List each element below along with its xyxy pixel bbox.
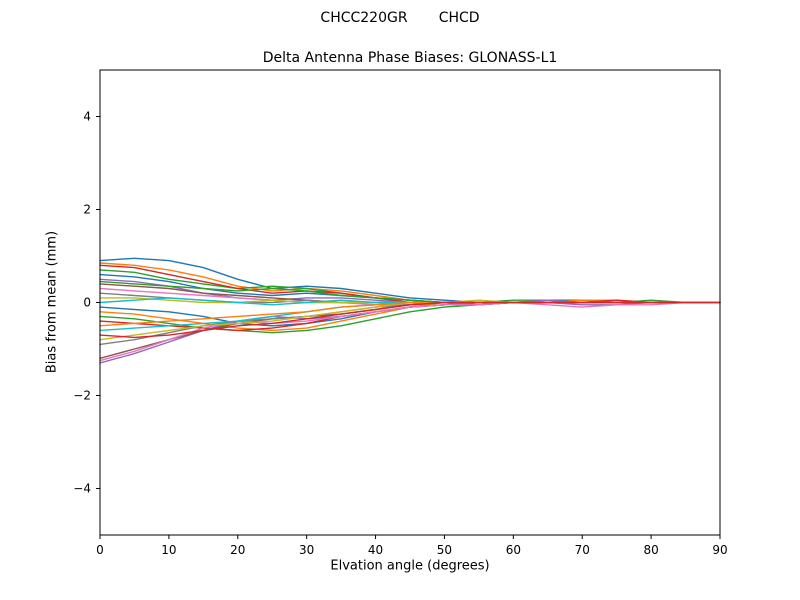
x-tick-label: 80 (643, 543, 658, 557)
series-line (99, 257, 721, 304)
x-axis-label: Elvation angle (degrees) (330, 558, 490, 574)
x-tick-label: 40 (368, 543, 383, 557)
figure-title: CHCC220GR CHCD (320, 10, 480, 26)
chart-title: Delta Antenna Phase Biases: GLONASS-L1 (262, 50, 558, 66)
y-tick-label: −4 (73, 482, 91, 496)
series-line (99, 301, 721, 339)
series-line (99, 301, 721, 362)
x-tick-label: 70 (575, 543, 590, 557)
x-tick-label: 50 (437, 543, 452, 557)
x-tick-label: 60 (506, 543, 521, 557)
x-tick-label: 30 (299, 543, 314, 557)
x-tick-label: 10 (161, 543, 176, 557)
y-tick-label: 2 (83, 203, 91, 217)
x-tick-label: 90 (712, 543, 727, 557)
x-tick-label: 0 (96, 543, 104, 557)
y-axis-label: Bias from mean (mm) (44, 230, 60, 374)
y-tick-label: 4 (83, 110, 91, 124)
series-line (99, 301, 721, 359)
y-tick-label: 0 (83, 296, 91, 310)
y-tick-label: −2 (73, 389, 91, 403)
x-tick-label: 20 (230, 543, 245, 557)
